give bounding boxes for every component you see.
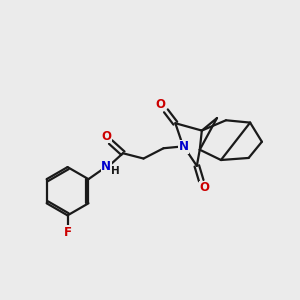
- Text: O: O: [101, 130, 111, 143]
- Text: N: N: [101, 160, 111, 173]
- Text: N: N: [178, 140, 189, 153]
- Text: H: H: [112, 166, 120, 176]
- Text: F: F: [64, 226, 72, 239]
- Text: O: O: [199, 182, 209, 194]
- Text: O: O: [156, 98, 166, 111]
